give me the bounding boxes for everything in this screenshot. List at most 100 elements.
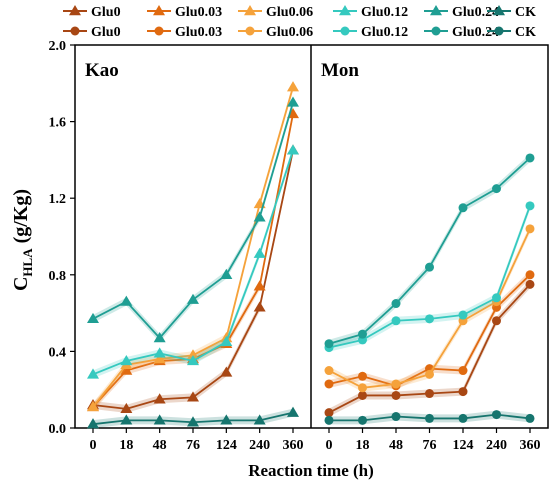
data-point: [324, 379, 334, 389]
data-point: [153, 414, 166, 425]
data-point: [358, 329, 367, 339]
data-point: [425, 369, 434, 379]
series-band: [329, 153, 530, 348]
data-point: [525, 279, 535, 289]
series-line: [328, 205, 531, 349]
data-point: [120, 354, 133, 366]
data-point: [525, 153, 535, 163]
data-point: [391, 316, 401, 326]
legend-label: Glu0.06: [266, 5, 313, 20]
legend-label: Glu0: [91, 25, 121, 40]
data-point: [324, 415, 334, 425]
legend-marker: [493, 5, 505, 16]
series-glu0-12: [87, 144, 299, 379]
legend-marker: [154, 26, 164, 36]
x-tick-label: 124: [453, 438, 474, 453]
data-point: [253, 301, 266, 312]
data-point: [253, 247, 266, 258]
data-point: [425, 413, 434, 423]
data-point: [458, 366, 468, 376]
data-point: [287, 406, 299, 417]
legend-item: Glu0.06: [238, 25, 313, 40]
x-tick-label: 48: [389, 438, 403, 453]
data-point: [391, 390, 401, 400]
data-point: [287, 81, 299, 92]
data-point: [153, 353, 166, 364]
data-point: [187, 391, 199, 402]
y-tick-label: 2.0: [49, 39, 67, 54]
data-point: [358, 371, 367, 381]
legend-label: Glu0.12: [361, 25, 408, 40]
legend-marker: [431, 26, 441, 36]
x-axis-label: Reaction time (h): [248, 461, 374, 480]
series-ck: [87, 406, 299, 429]
y-axis-label-main: C: [10, 277, 32, 291]
x-tick-label: 240: [486, 438, 507, 453]
data-point: [120, 414, 133, 425]
x-tick-label: 76: [423, 438, 437, 453]
data-point: [153, 393, 166, 404]
y-axis-label: CHLA (g/Kg): [10, 189, 35, 291]
data-point: [220, 414, 233, 425]
data-point: [187, 416, 199, 427]
data-point: [87, 418, 99, 429]
y-tick-label: 1.6: [49, 116, 67, 131]
data-point: [458, 203, 468, 213]
series-band: [329, 201, 530, 352]
x-tick-label: 76: [186, 438, 200, 453]
legend-marker: [153, 5, 165, 16]
x-tick-label: 18: [356, 438, 370, 453]
y-axis-label-sub: HLA: [20, 248, 35, 277]
data-point: [458, 310, 468, 320]
data-point: [358, 415, 367, 425]
data-point: [220, 268, 233, 279]
x-tick-label: 18: [119, 438, 133, 453]
data-point: [324, 408, 334, 418]
data-point: [87, 368, 99, 379]
legend-marker: [245, 26, 255, 36]
legend-marker: [70, 26, 80, 36]
y-tick-label: 1.2: [49, 192, 67, 207]
legend-marker: [69, 5, 81, 16]
plot-frame: [74, 44, 549, 429]
series-band: [93, 146, 293, 379]
data-point: [492, 410, 501, 420]
series-glu0-24: [324, 153, 535, 349]
panel-kao: 0 18 48 76 124 240 360 Kao: [85, 60, 304, 453]
data-point: [220, 366, 233, 377]
legend-item: Glu0.03: [147, 25, 222, 40]
series-glu0: [324, 279, 535, 418]
axes: 0.0 0.4 0.8 1.2 1.6 2.0: [49, 39, 75, 437]
legend-marker: [339, 5, 351, 16]
data-point: [153, 347, 166, 358]
legend-item: CK: [487, 5, 536, 20]
data-point: [525, 201, 535, 211]
legend-label: Glu0.03: [175, 25, 222, 40]
legend-label: Glu0.12: [361, 5, 408, 20]
legend-item: Glu0.24: [424, 5, 499, 20]
data-point: [187, 354, 199, 366]
legend-item: Glu0: [63, 5, 121, 20]
data-point: [458, 413, 468, 423]
x-tick-label: 360: [520, 438, 541, 453]
legend-label: Glu0: [91, 5, 121, 20]
data-point: [253, 280, 266, 291]
data-point: [187, 349, 199, 360]
y-tick-label: 0.0: [49, 422, 67, 437]
panel-title: Kao: [85, 60, 119, 81]
series-glu0-03: [324, 270, 535, 391]
data-point: [324, 366, 334, 376]
data-point: [458, 387, 468, 397]
data-point: [492, 316, 501, 326]
data-point: [358, 390, 367, 400]
x-tick-label: 124: [216, 438, 237, 453]
data-point: [253, 414, 266, 425]
legend-marker: [340, 26, 350, 36]
legend-item: Glu0.03: [147, 5, 222, 20]
legend-label: CK: [515, 5, 536, 20]
series-band: [329, 224, 530, 392]
data-point: [391, 299, 401, 309]
series-line: [92, 150, 294, 376]
panel-title: Mon: [321, 60, 359, 81]
